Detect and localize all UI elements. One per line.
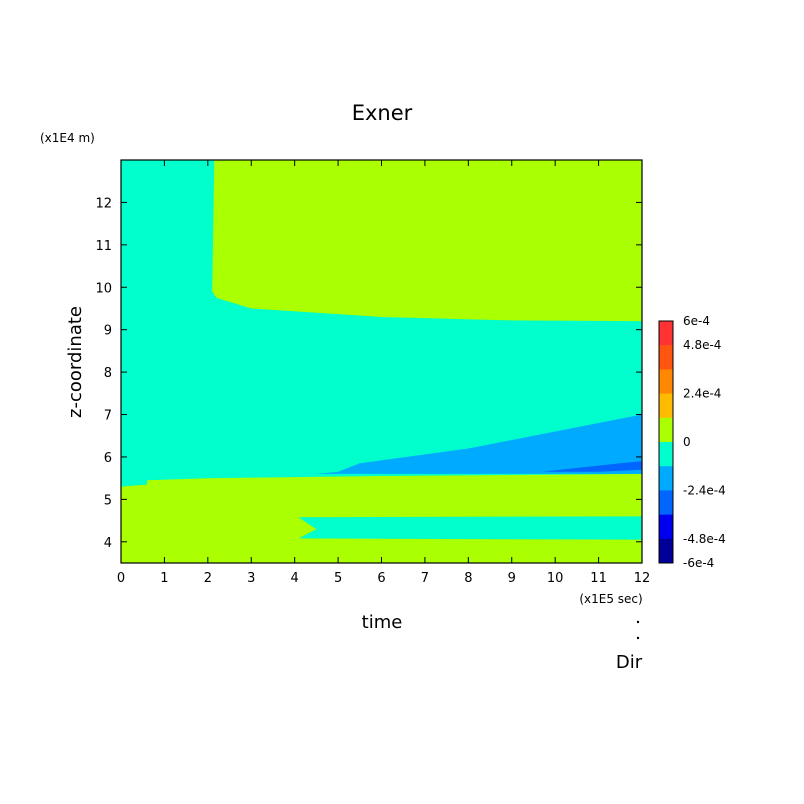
colorbar-swatch — [659, 490, 673, 515]
chart-title: Exner — [352, 101, 413, 125]
x-tick-label: 10 — [547, 571, 564, 586]
colorbar-swatch — [659, 538, 673, 564]
colorbar-label: 4.8e-4 — [683, 338, 721, 352]
x-tick-label: 2 — [204, 571, 212, 586]
colorbar-label: 2.4e-4 — [683, 387, 721, 401]
contour-region-1 — [212, 160, 642, 322]
y-unit-label: (x1E4 m) — [40, 131, 95, 145]
x-tick-label: 12 — [634, 571, 651, 586]
colorbar-label: 6e-4 — [683, 314, 710, 328]
colorbar-swatch — [659, 514, 673, 540]
y-tick-label: 12 — [95, 196, 112, 211]
x-axis: 0 1 2 3 4 5 6 7 8 9 10 11 12 — [117, 160, 650, 586]
x-tick-label: 9 — [508, 571, 516, 586]
contour-region-3 — [316, 414, 642, 474]
colorbar-label: -2.4e-4 — [683, 483, 726, 497]
x-tick-label: 11 — [590, 571, 607, 586]
y-tick-label: 5 — [104, 493, 112, 508]
colorbar-swatch — [659, 466, 673, 491]
y-tick-label: 7 — [104, 409, 112, 424]
y-tick-label: 10 — [95, 281, 112, 296]
dir-marker-dot — [636, 636, 640, 640]
x-tick-label: 4 — [291, 571, 299, 586]
x-unit-label: (x1E5 sec) — [579, 592, 642, 606]
y-axis-label: z-coordinate — [65, 306, 86, 418]
contour-region-2 — [121, 473, 642, 563]
y-tick-label: 8 — [104, 366, 112, 381]
colorbar-label: 0 — [683, 435, 691, 449]
x-tick-label: 3 — [247, 571, 255, 586]
colorbar-swatch — [659, 321, 673, 346]
colorbar-swatch — [659, 369, 673, 394]
colorbar-frame — [658, 320, 674, 564]
colorbar-label: -6e-4 — [683, 556, 714, 570]
y-tick-label: 11 — [95, 239, 112, 254]
y-tick-label: 6 — [104, 451, 112, 466]
x-tick-label: 8 — [464, 571, 472, 586]
colorbar-swatch — [659, 345, 673, 370]
colorbar-swatch — [659, 442, 673, 467]
x-tick-label: 1 — [160, 571, 168, 586]
x-axis-label: time — [362, 612, 403, 633]
colorbar-swatch — [659, 393, 673, 419]
y-axis: 4 5 6 7 8 9 10 11 12 — [95, 196, 642, 551]
y-tick-label: 4 — [104, 536, 112, 551]
colorbar: 6e-4 4.8e-4 2.4e-4 0 -2.4e-4 -4.8e-4 -6e-4 — [658, 314, 726, 570]
contour-region-4 — [542, 461, 642, 472]
dir-marker-dot — [636, 620, 640, 624]
x-tick-label: 7 — [421, 571, 429, 586]
colorbar-label: -4.8e-4 — [683, 532, 726, 546]
colorbar-swatch — [659, 417, 673, 443]
x-tick-label: 0 — [117, 571, 125, 586]
x-tick-label: 6 — [377, 571, 385, 586]
contour-plot-area — [120, 159, 643, 564]
y-tick-label: 9 — [104, 324, 112, 339]
x-tick-label: 5 — [334, 571, 342, 586]
dir-annotation: Dir — [616, 652, 643, 673]
